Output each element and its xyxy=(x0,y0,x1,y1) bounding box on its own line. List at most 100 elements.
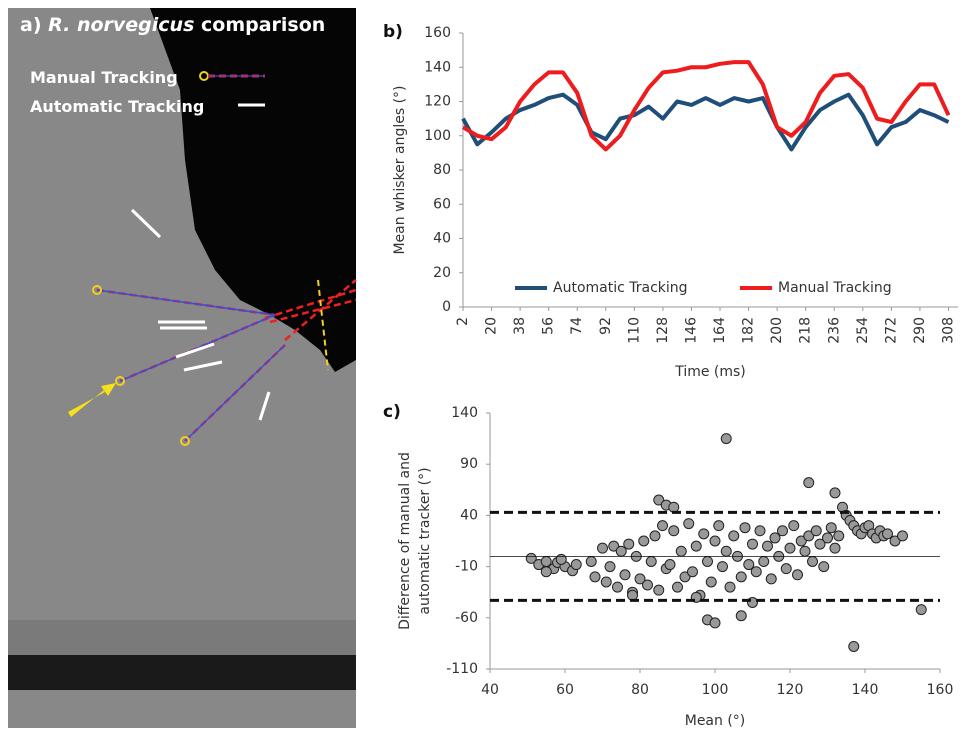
scatter-point xyxy=(720,545,732,557)
scatter-point xyxy=(780,563,792,575)
scatter-point xyxy=(589,571,601,583)
scatter-point xyxy=(739,522,751,534)
x-tick-label: 128 xyxy=(655,317,671,344)
scatter-point xyxy=(525,552,537,564)
scatter-point xyxy=(627,589,638,601)
x-tick-label: 56 xyxy=(541,317,557,335)
data-line xyxy=(461,60,951,152)
x-tick-label: 272 xyxy=(883,317,899,344)
scatter-point xyxy=(720,433,732,445)
panel-label: a) xyxy=(20,14,42,36)
scatter-point xyxy=(784,542,796,554)
scatter-point xyxy=(657,520,668,532)
scatter-point xyxy=(829,487,841,499)
scatter-point xyxy=(765,573,777,585)
scatter-point xyxy=(698,528,710,540)
y-axis-title: automatic tracker (°) xyxy=(417,467,433,614)
scatter-point xyxy=(728,530,740,542)
y-tick-label: 20 xyxy=(433,265,451,281)
x-tick-label: 80 xyxy=(631,682,649,698)
title-text: comparison xyxy=(201,14,325,36)
x-tick-label: 160 xyxy=(927,682,954,698)
scatter-point xyxy=(754,525,766,537)
x-axis-title: Time (ms) xyxy=(674,364,746,380)
scatter-point xyxy=(735,571,747,583)
x-tick-label: 236 xyxy=(826,317,842,344)
scatter-point xyxy=(709,535,721,547)
scatter-point xyxy=(540,566,552,578)
scatter-point xyxy=(818,561,830,573)
scatter-point xyxy=(848,640,860,652)
legend-label: Manual Tracking xyxy=(30,68,178,87)
scatter-point xyxy=(803,530,815,542)
scatter-point xyxy=(664,559,676,571)
y-tick-label: 80 xyxy=(433,162,451,178)
y-axis-title: Difference of manual and xyxy=(397,452,413,630)
scatter-point xyxy=(619,569,631,581)
scatter-point xyxy=(803,477,815,489)
scatter-point xyxy=(649,530,661,542)
legend-label: Manual Tracking xyxy=(778,280,892,296)
scatter-point xyxy=(889,535,901,547)
scatter-point xyxy=(672,581,683,593)
scatter-point xyxy=(762,540,773,552)
panel-label: b) xyxy=(383,22,403,42)
x-tick-label: 110 xyxy=(626,317,642,344)
scatter-point xyxy=(822,532,833,544)
scatter-point xyxy=(758,555,770,567)
scatter-point xyxy=(705,576,717,588)
scatter-point xyxy=(709,617,721,629)
scatter-point xyxy=(882,528,893,540)
y-tick-label: 40 xyxy=(433,231,451,247)
scatter-point xyxy=(638,535,650,547)
y-tick-label: 160 xyxy=(424,25,451,41)
scatter-point xyxy=(915,604,927,616)
legend-label: Automatic Tracking xyxy=(30,97,204,116)
panel-a-title: a) R. norvegicus comparison xyxy=(20,14,325,36)
y-tick-label: 40 xyxy=(460,507,478,523)
scatter-point xyxy=(825,522,837,534)
scatter-point xyxy=(679,571,691,583)
x-tick-label: 38 xyxy=(512,317,528,335)
scatter-point xyxy=(750,566,762,578)
scatter-point xyxy=(735,610,747,622)
x-tick-label: 60 xyxy=(556,682,574,698)
x-tick-label: 200 xyxy=(769,317,785,344)
scatter-point xyxy=(604,561,616,573)
x-tick-label: 218 xyxy=(798,317,814,344)
y-tick-label: 100 xyxy=(424,128,451,144)
scatter-point xyxy=(608,540,620,552)
x-tick-label: 140 xyxy=(852,682,879,698)
scatter-point xyxy=(585,555,597,567)
scatter-point xyxy=(795,535,807,547)
scatter-point xyxy=(799,545,811,557)
scatter-point xyxy=(623,538,635,550)
scatter-point xyxy=(597,542,608,554)
species: R. norvegicus xyxy=(48,14,194,36)
y-tick-label: -60 xyxy=(455,610,478,626)
scatter-point xyxy=(747,538,758,550)
x-tick-label: 182 xyxy=(741,317,757,344)
x-tick-label: 2 xyxy=(455,317,471,326)
y-tick-label: 140 xyxy=(451,405,478,421)
y-tick-label: 140 xyxy=(424,59,451,75)
scatter-point xyxy=(675,545,687,557)
scatter-point xyxy=(743,559,755,571)
panel-label: c) xyxy=(383,402,401,422)
scatter-point xyxy=(668,525,680,537)
scatter-point xyxy=(792,569,803,581)
y-axis-title: Mean whisker angles (°) xyxy=(392,85,408,254)
y-tick-label: 60 xyxy=(433,196,451,212)
scatter-point xyxy=(810,525,822,537)
scatter-point xyxy=(833,530,845,542)
scatter-point xyxy=(814,538,826,550)
scatter-point xyxy=(634,573,646,585)
x-axis-title: Mean (°) xyxy=(685,713,746,729)
scatter-point xyxy=(717,561,728,573)
scatter-point xyxy=(690,540,702,552)
scatter-point xyxy=(724,581,736,593)
y-tick-label: -110 xyxy=(446,661,478,677)
scatter-point xyxy=(642,579,653,591)
x-tick-label: 164 xyxy=(712,317,728,344)
